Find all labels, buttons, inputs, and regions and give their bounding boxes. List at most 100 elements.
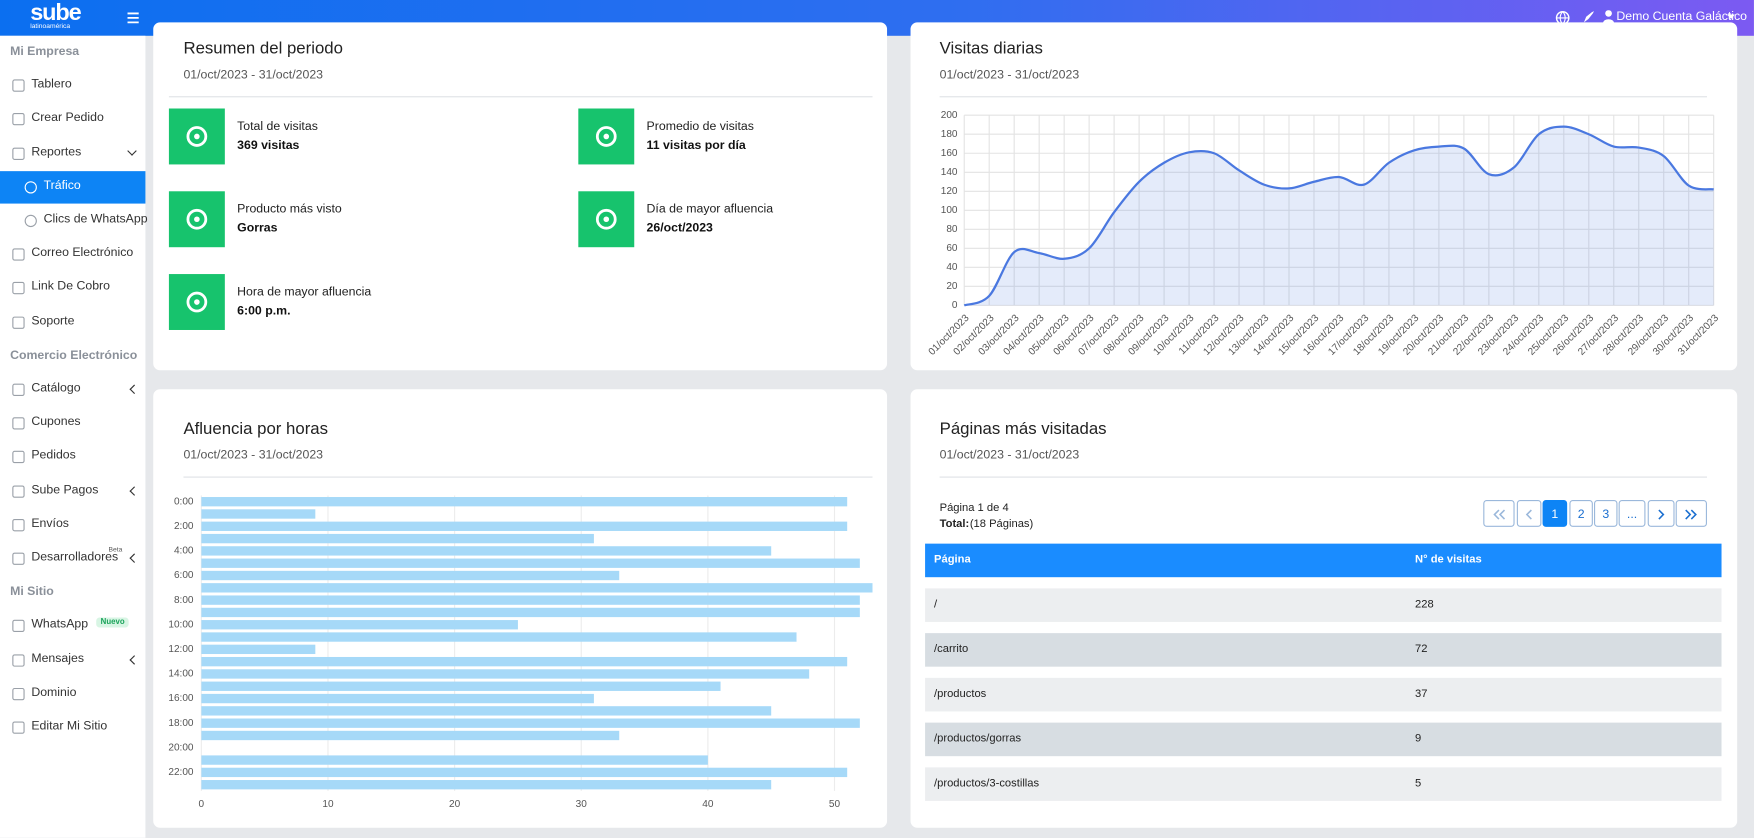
- x-tick-label: 10: [322, 799, 334, 810]
- y-tick-label: 10:00: [168, 619, 194, 630]
- divider: [939, 96, 1707, 98]
- y-tick-label: 4:00: [174, 546, 194, 557]
- nav-item[interactable]: Reportes: [31, 144, 82, 159]
- table-row: [925, 588, 1722, 622]
- nav-icon: [12, 485, 25, 498]
- card-title: Visitas diarias: [939, 39, 1043, 59]
- table-cell: /productos/3-costillas: [934, 777, 1040, 790]
- y-tick-label: 22:00: [168, 767, 194, 778]
- table-row: [925, 677, 1722, 712]
- caret: [1727, 14, 1735, 20]
- logo[interactable]: sube: [30, 0, 81, 26]
- table-row: [925, 767, 1722, 801]
- table-cell: /productos: [934, 687, 987, 701]
- y-tick-label: 200: [941, 110, 958, 121]
- nav-item[interactable]: Clics de WhatsApp: [43, 212, 148, 226]
- stat-icon: [578, 191, 635, 248]
- beta-tag: Beta: [108, 546, 123, 554]
- nav-item[interactable]: Catálogo: [31, 381, 81, 395]
- stat-label: Promedio de visitas: [646, 119, 754, 134]
- nav-icon: [12, 687, 25, 701]
- bar: [201, 644, 316, 655]
- y-tick-label: 140: [941, 167, 958, 178]
- x-tick-label: 40: [702, 799, 714, 810]
- card-range: 01/oct/2023 - 31/oct/2023: [183, 68, 324, 82]
- page-button[interactable]: 1: [1542, 500, 1568, 527]
- y-tick-label: 80: [946, 224, 958, 235]
- y-tick-label: 14:00: [168, 669, 194, 680]
- stat-value: 369 visitas: [237, 138, 300, 153]
- first-page[interactable]: [1483, 500, 1515, 527]
- card-range: 01/oct/2023 - 31/oct/2023: [183, 448, 324, 462]
- nav-item[interactable]: Desarrolladores: [31, 550, 119, 564]
- nav-item[interactable]: Envíos: [31, 516, 69, 530]
- rocket-icon[interactable]: [1581, 10, 1597, 26]
- stat-label: Producto más visto: [237, 202, 342, 216]
- card-range: 01/oct/2023 - 31/oct/2023: [939, 448, 1080, 462]
- next-page[interactable]: [1647, 500, 1675, 527]
- page-button[interactable]: 3: [1594, 500, 1618, 527]
- stat-value: Gorras: [237, 221, 278, 235]
- nav-item[interactable]: Cupones: [31, 415, 81, 429]
- table-cell: 37: [1415, 687, 1428, 701]
- y-tick-label: 8:00: [174, 595, 194, 606]
- nav-icon: [12, 721, 25, 734]
- bar: [201, 521, 848, 531]
- x-tick-label: 50: [829, 799, 841, 810]
- bar: [201, 656, 848, 667]
- stat-label: Hora de mayor afluencia: [237, 285, 372, 299]
- bar: [201, 730, 620, 741]
- nav-item[interactable]: Tablero: [31, 77, 72, 91]
- nav-item[interactable]: Correo Electrónico: [31, 246, 134, 260]
- bar: [201, 767, 848, 778]
- stat-value: 11 visitas por día: [646, 138, 746, 153]
- nav-icon: [24, 180, 37, 194]
- y-tick-label: 180: [941, 129, 958, 140]
- nav-item[interactable]: Mensajes: [31, 651, 84, 666]
- divider: [183, 476, 873, 478]
- last-page[interactable]: [1675, 500, 1707, 527]
- table-cell: 228: [1415, 598, 1434, 611]
- nav-icon: [12, 113, 25, 126]
- nav-item[interactable]: Dominio: [31, 685, 77, 699]
- bar: [201, 509, 316, 519]
- page-button[interactable]: 2: [1569, 500, 1593, 527]
- nav-item[interactable]: Pedidos: [31, 448, 76, 463]
- y-tick-label: 0:00: [174, 496, 194, 507]
- nav-item[interactable]: WhatsApp: [31, 617, 89, 632]
- column-header: N° de visitas: [1415, 553, 1482, 567]
- nav-icon: [12, 417, 25, 430]
- bar: [201, 632, 797, 642]
- daily-card: [910, 22, 1738, 371]
- total-value: (18 Páginas): [969, 517, 1034, 531]
- nav-item[interactable]: Soporte: [31, 313, 75, 328]
- nav-item[interactable]: Link De Cobro: [31, 280, 110, 294]
- prev-page[interactable]: [1516, 500, 1542, 527]
- nav-item[interactable]: Editar Mi Sitio: [31, 719, 108, 733]
- bar: [201, 595, 860, 605]
- nav-icon: [12, 282, 25, 295]
- nav-item[interactable]: Crear Pedido: [31, 111, 104, 125]
- nav-item[interactable]: Tráfico: [43, 178, 81, 193]
- menu-toggle[interactable]: [126, 11, 139, 24]
- sidebar-heading: Mi Empresa: [10, 44, 80, 59]
- bar: [201, 693, 594, 704]
- table-cell: 5: [1415, 777, 1422, 790]
- y-tick-label: 18:00: [168, 718, 194, 729]
- nav-icon: [12, 552, 25, 565]
- nav-item[interactable]: Sube Pagos: [31, 482, 99, 497]
- table-cell: /productos/gorras: [934, 732, 1022, 745]
- nav-icon: [12, 79, 25, 92]
- table-cell: /carrito: [934, 643, 969, 656]
- user-menu[interactable]: Demo Cuenta Galáctico: [1616, 10, 1748, 24]
- column-header: Página: [934, 553, 971, 567]
- y-tick-label: 16:00: [168, 693, 194, 704]
- active-bg: [0, 170, 146, 204]
- y-tick-label: 100: [941, 205, 958, 216]
- divider: [168, 96, 873, 98]
- bar: [201, 558, 860, 568]
- page-button[interactable]: ...: [1618, 500, 1646, 527]
- stat-label: Día de mayor afluencia: [646, 202, 774, 216]
